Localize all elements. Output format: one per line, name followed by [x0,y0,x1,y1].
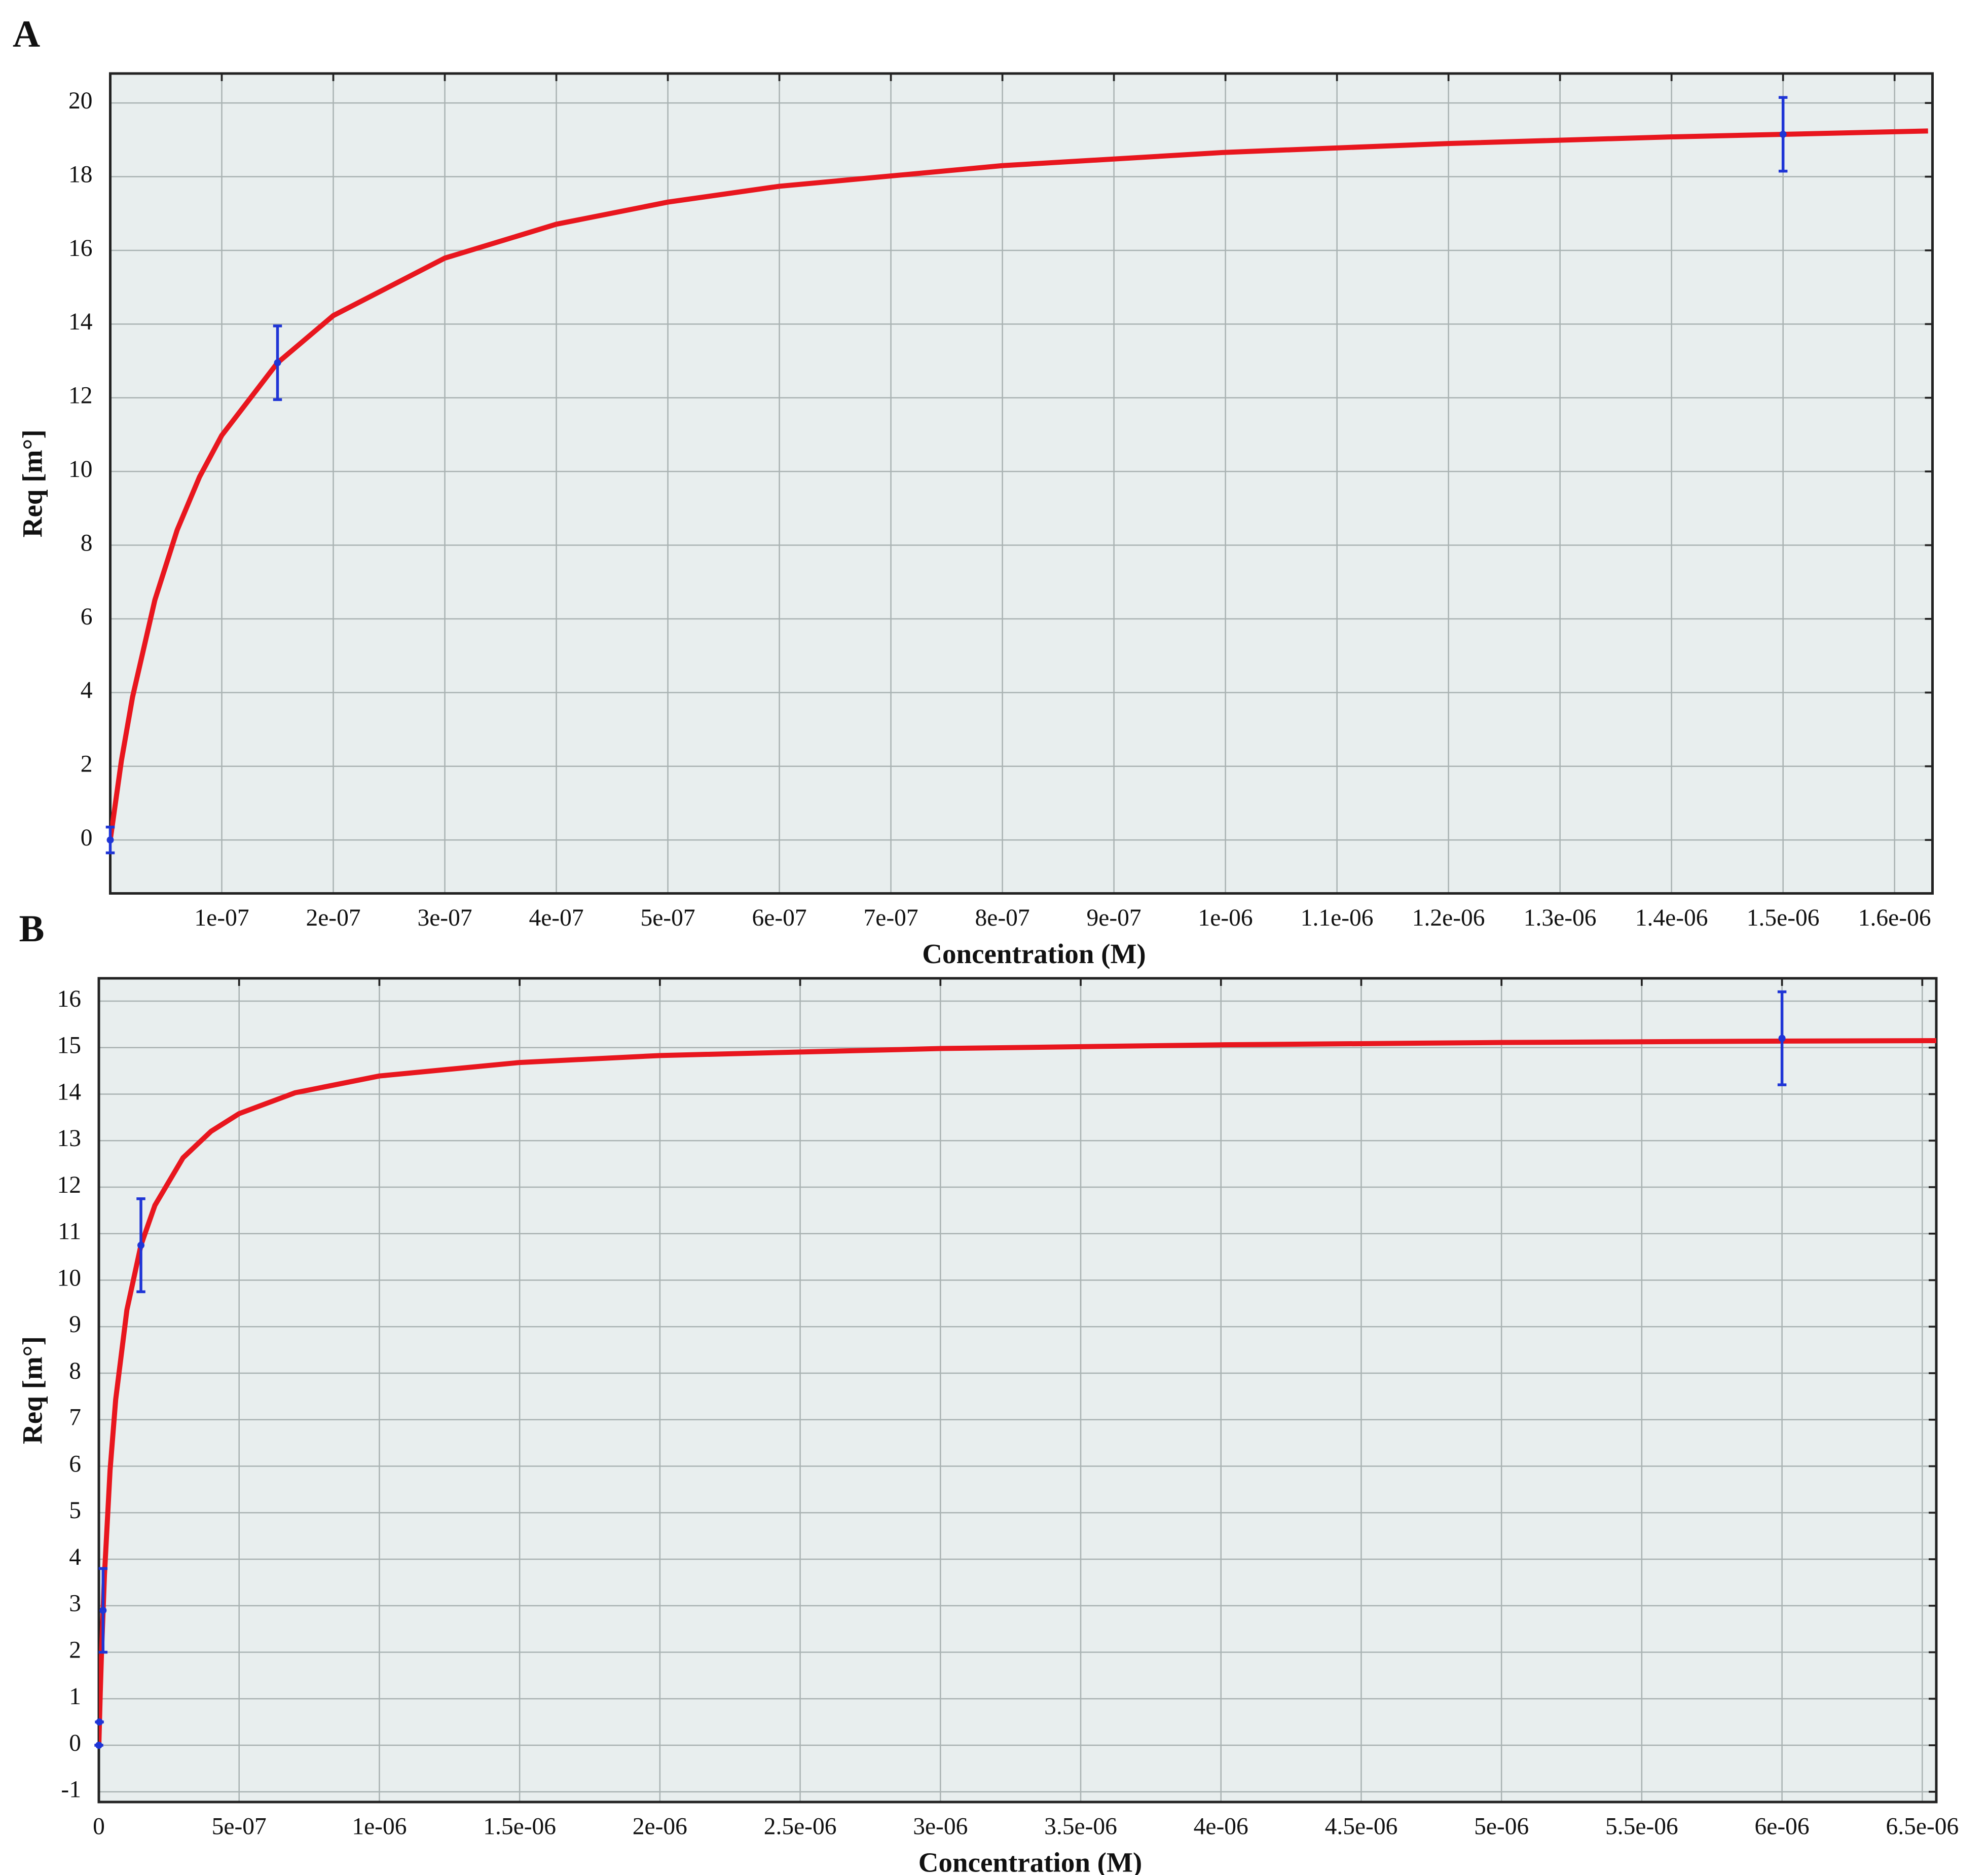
plot-area [99,978,1936,1802]
plot-frame [97,977,1938,1804]
data-point [1779,130,1787,138]
y-tick-label: 12 [68,383,93,409]
data-point [96,1718,103,1726]
x-tick-label: 1.3e-06 [1524,905,1597,931]
y-tick-label: 4 [69,1544,81,1570]
x-tick-label: 6.5e-06 [1886,1813,1959,1840]
x-tick-label: 4.5e-06 [1325,1813,1398,1840]
y-tick-label: 11 [58,1219,81,1245]
x-tick-label: 6e-07 [752,905,806,931]
panel-label: B [19,908,45,950]
y-tick-label: 0 [81,825,93,851]
x-tick-label: 5e-07 [640,905,695,931]
fit-curve [99,1038,1936,1746]
y-tick-label: 14 [68,309,93,335]
y-tick-label: -1 [61,1777,81,1803]
x-tick-label: 1.5e-06 [1747,905,1820,931]
y-tick-label: 4 [81,677,93,704]
fit-curve [110,128,1928,840]
x-axis-title: Concentration (M) [918,1847,1142,1875]
x-tick-label: 7e-07 [864,905,918,931]
y-tick-label: 1 [69,1683,81,1710]
y-tick-label: 5 [69,1497,81,1524]
y-tick-label: 10 [57,1265,82,1291]
y-tick-label: 9 [69,1311,81,1338]
y-tick-label: 13 [57,1125,82,1152]
y-tick-label: 6 [81,604,93,630]
data-point [99,1606,107,1614]
y-tick-label: 8 [69,1358,81,1384]
y-tick-label: 15 [57,1033,82,1059]
x-tick-label: 1.5e-06 [483,1813,556,1840]
y-tick-label: 16 [68,235,93,262]
x-tick-label: 1e-06 [1198,905,1253,931]
data-point [274,359,281,366]
y-tick-label: 0 [69,1730,81,1756]
x-tick-label: 0 [93,1813,105,1840]
y-tick-label: 3 [69,1591,81,1617]
y-tick-label: 14 [57,1079,82,1105]
x-tick-label: 4e-06 [1194,1813,1248,1840]
y-tick-label: 20 [68,88,93,114]
y-tick-label: 2 [69,1637,81,1663]
x-tick-label: 5e-07 [212,1813,267,1840]
x-tick-label: 3.5e-06 [1044,1813,1117,1840]
panel-label: A [13,13,40,55]
x-tick-label: 8e-07 [975,905,1030,931]
x-tick-label: 1e-06 [352,1813,407,1840]
x-tick-label: 2e-07 [306,905,360,931]
y-tick-label: 16 [57,986,82,1012]
x-tick-label: 9e-07 [1087,905,1142,931]
x-tick-label: 5.5e-06 [1605,1813,1678,1840]
x-tick-label: 2.5e-06 [764,1813,837,1840]
data-point [1778,1035,1786,1042]
x-tick-label: 3e-07 [417,905,472,931]
data-point [95,1742,102,1749]
x-tick-label: 1.1e-06 [1301,905,1374,931]
data-point [137,1241,145,1249]
x-tick-label: 1e-07 [194,905,249,931]
chart-panel: 0 2 4 6 8 10 12 14 16 18 20 1e-07 2e-07 3e-07 4e-07 5e-… [13,13,1934,969]
x-tick-label: 1.2e-06 [1412,905,1485,931]
x-tick-label: 1.6e-06 [1858,905,1931,931]
y-tick-label: 10 [68,456,93,483]
x-tick-label: 1.4e-06 [1635,905,1708,931]
x-tick-label: 2e-06 [633,1813,687,1840]
y-tick-label: 18 [68,161,93,188]
x-tick-label: 6e-06 [1755,1813,1810,1840]
y-tick-label: 12 [57,1172,82,1198]
plot-area [110,73,1933,894]
x-tick-label: 4e-07 [529,905,583,931]
y-tick-label: 7 [69,1405,81,1431]
x-tick-label: 3e-06 [913,1813,968,1840]
y-tick-label: 2 [81,751,93,778]
y-axis-title: Req [m°] [17,429,48,537]
y-tick-label: 6 [69,1451,81,1477]
y-tick-label: 8 [81,530,93,556]
data-point [106,836,114,844]
plot-frame [109,72,1934,895]
y-axis-title: Req [m°] [17,1336,48,1444]
x-axis-title: Concentration (M) [922,938,1146,969]
x-tick-label: 5e-06 [1474,1813,1529,1840]
